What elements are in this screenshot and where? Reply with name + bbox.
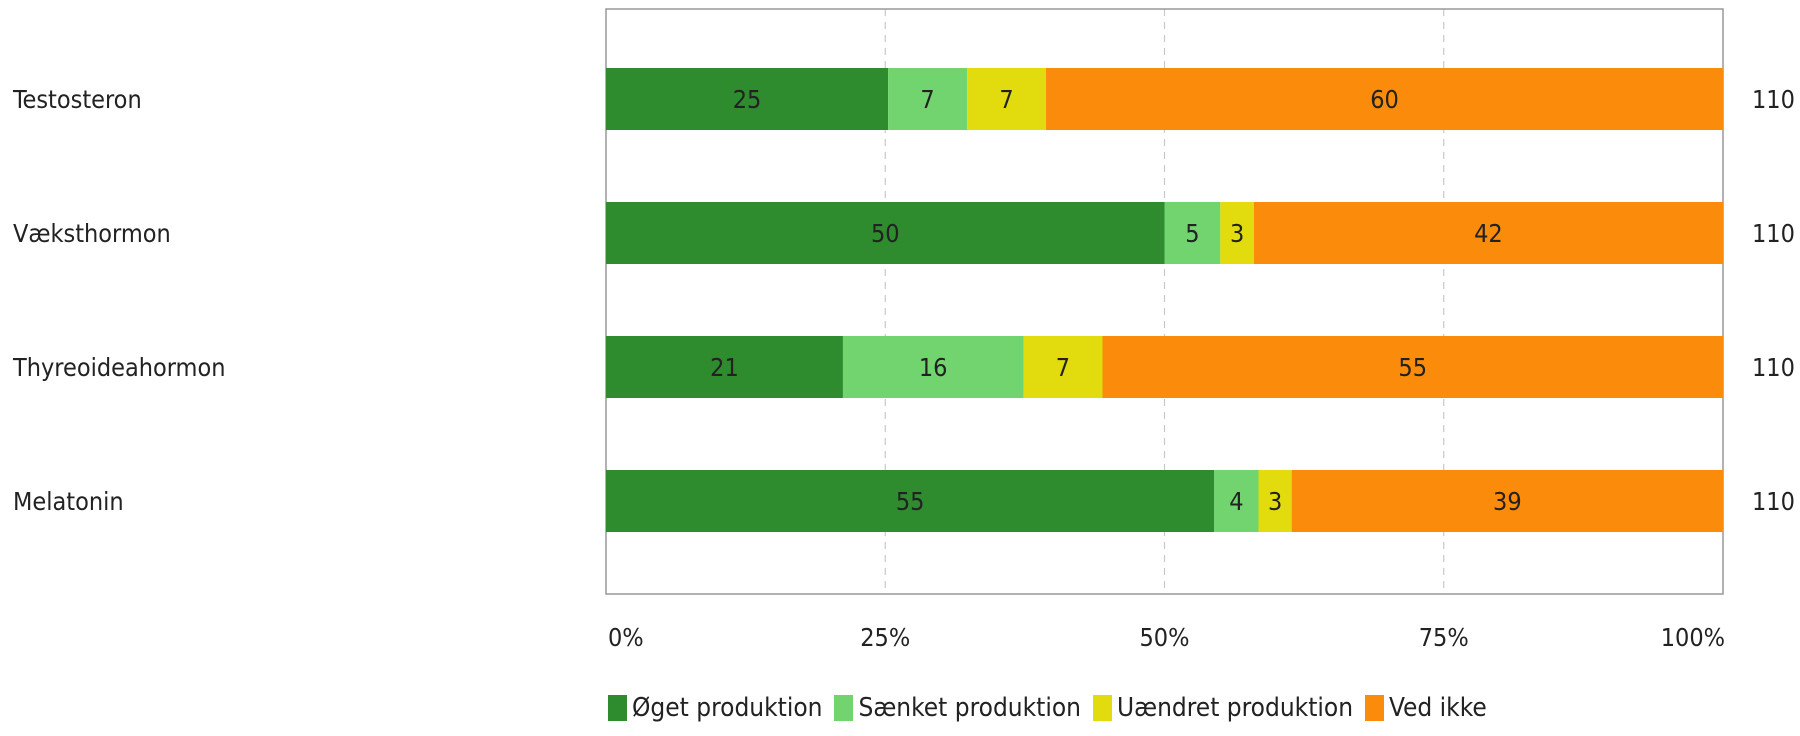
data-label: 25 [733,85,762,114]
category-label: Melatonin [13,487,124,516]
data-label: 4 [1229,487,1243,516]
bars [606,68,1723,532]
data-label: 42 [1474,219,1503,248]
bar-segment [1291,470,1723,532]
bar-segment [1102,336,1723,398]
bar-segment [842,336,1024,398]
row-total-label: 110 [1752,353,1795,382]
data-label: 3 [1230,219,1244,248]
data-label: 7 [920,85,934,114]
legend-label: Sænket produktion [858,693,1081,723]
bar-segment [606,470,1215,532]
legend-item-uaendret: Uændret produktion [1092,693,1354,723]
legend-item-oget: Øget produktion [608,693,822,723]
data-label: 7 [999,85,1013,114]
data-label: 60 [1370,85,1399,114]
legend-label: Øget produktion [632,693,823,723]
data-label: 55 [1398,353,1427,382]
bar-segment [1258,470,1292,532]
category-label: Væksthormon [13,219,171,248]
bar-segment [967,68,1047,130]
bar-segment [888,68,968,130]
data-label: 39 [1493,487,1522,516]
legend-item-ved-ikke: Ved ikke [1365,693,1487,723]
bar-segment [1023,336,1103,398]
data-label: 16 [919,353,948,382]
row-total-label: 110 [1752,85,1795,114]
data-label: 7 [1056,353,1070,382]
legend-item-saenket: Sænket produktion [834,693,1081,723]
bar-segment [606,202,1165,264]
x-tick-label: 0% [608,623,644,652]
bar-segment [1214,470,1259,532]
row-total-label: 110 [1752,487,1795,516]
legend-label: Uændret produktion [1116,693,1354,723]
data-label: 5 [1185,219,1199,248]
data-label: 21 [710,353,739,382]
data-label: 3 [1268,487,1282,516]
bar-segment [606,336,843,398]
x-tick-label: 50% [1140,623,1190,652]
plot-area [605,8,1724,595]
bar-segment [1046,68,1723,130]
legend-label: Ved ikke [1389,693,1487,723]
bar-segment [1220,202,1254,264]
category-label: Testosteron [12,85,142,114]
bar-segment [1253,202,1723,264]
x-tick-label: 100% [1661,623,1725,652]
legend-swatch [834,695,854,721]
data-label: 55 [896,487,925,516]
category-label: Thyreoideahormon [12,353,226,382]
legend-swatch [608,695,627,721]
legend-swatch [1365,695,1385,721]
legend: Øget produktion Sænket produktion Uændre… [608,693,1499,723]
legend-swatch [1092,695,1112,721]
x-tick-label: 25% [860,623,910,652]
bar-segment [1164,202,1221,264]
x-tick-label: 75% [1419,623,1469,652]
row-total-label: 110 [1752,219,1795,248]
data-label: 50 [871,219,900,248]
bar-segment [606,68,889,130]
